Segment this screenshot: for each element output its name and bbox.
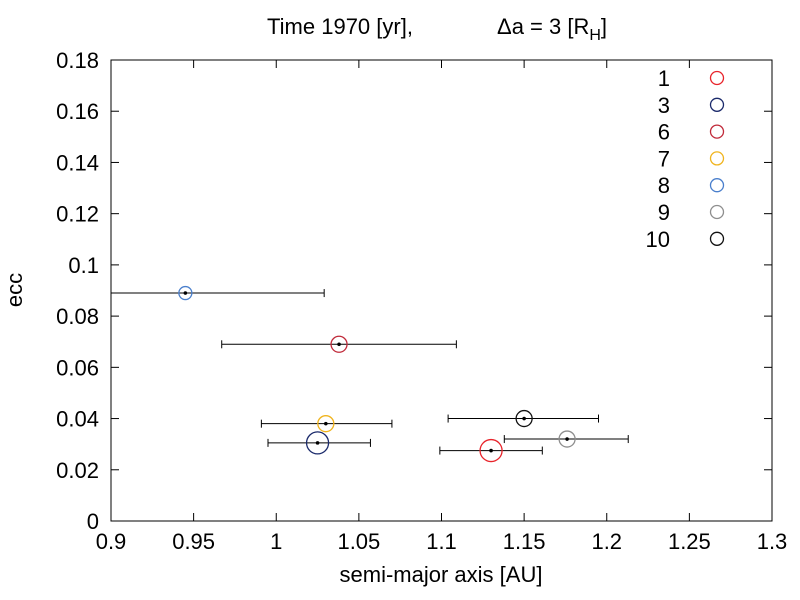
legend-marker-1: [709, 70, 725, 86]
y-tick-label: 0.12: [56, 202, 99, 227]
y-tick-label: 0.14: [56, 150, 99, 175]
legend-label-3: 3: [658, 93, 670, 118]
data-point-6: [330, 335, 348, 353]
chart-title-delta: Δa = 3 [RH]: [497, 14, 607, 44]
x-tick-label: 1.2: [591, 529, 622, 554]
legend-label-7: 7: [658, 146, 670, 171]
data-point-8: [178, 285, 193, 301]
y-tick-label: 0.04: [56, 407, 99, 432]
legend-marker-6: [709, 124, 725, 139]
x-tick-label: 1.15: [503, 529, 546, 554]
y-tick-label: 0.18: [56, 48, 99, 73]
legend-marker-9: [709, 204, 725, 220]
plot-frame: [110, 59, 773, 522]
plot-axes: [110, 59, 773, 522]
data-point-center-7: [324, 421, 328, 426]
data-points: [178, 285, 576, 463]
x-tick-label: 1.25: [668, 529, 711, 554]
legend-label-8: 8: [658, 173, 670, 198]
chart-title-delta-text: Δa = 3 [R: [497, 14, 589, 39]
x-tick-label: 1.3: [757, 529, 788, 554]
x-tick-label: 0.9: [96, 529, 127, 554]
legend-label-10: 10: [646, 227, 670, 252]
legend-marker-7: [709, 151, 725, 166]
data-point-center-10: [522, 416, 526, 421]
x-tick-label: 1: [270, 529, 282, 554]
chart-title-time: Time 1970 [yr],: [267, 14, 413, 39]
error-bars: [110, 289, 629, 455]
chart-title-subscript: H: [589, 27, 601, 44]
y-tick-label: 0.1: [68, 253, 99, 278]
x-tick-label: 1.05: [337, 529, 380, 554]
data-point-9: [558, 430, 576, 448]
legend-label-6: 6: [658, 120, 670, 145]
data-point-3: [305, 431, 330, 455]
y-axis-label: ecc: [2, 273, 27, 307]
axis-ticks: 0.9 0.95 1 1.05 1.1 1.15 1.2 1.25 1.3 0 0.02 0.04 0.…: [56, 48, 787, 554]
data-point-center-3: [315, 441, 320, 445]
data-point-center-6: [337, 342, 341, 347]
legend-marker-3: [709, 97, 725, 112]
x-axis-label: semi-major axis [AU]: [340, 562, 543, 587]
data-point-center-8: [183, 291, 188, 295]
legend-marker-10: [709, 231, 725, 246]
legend-label-9: 9: [658, 200, 670, 225]
y-tick-label: 0.08: [56, 304, 99, 329]
legend-label-1: 1: [658, 66, 670, 91]
chart-title-suffix: ]: [601, 14, 607, 39]
data-point-7: [317, 415, 335, 433]
x-tick-label: 1.1: [426, 529, 457, 554]
data-point-10: [515, 409, 533, 428]
data-point-1: [479, 438, 503, 463]
y-tick-label: 0.16: [56, 99, 99, 124]
x-tick-label: 0.95: [172, 529, 215, 554]
y-tick-label: 0: [87, 509, 99, 534]
data-point-center-1: [489, 448, 493, 453]
data-point-center-9: [565, 437, 569, 441]
y-tick-label: 0.02: [56, 458, 99, 483]
legend-marker-8: [709, 178, 725, 193]
y-tick-label: 0.06: [56, 355, 99, 380]
